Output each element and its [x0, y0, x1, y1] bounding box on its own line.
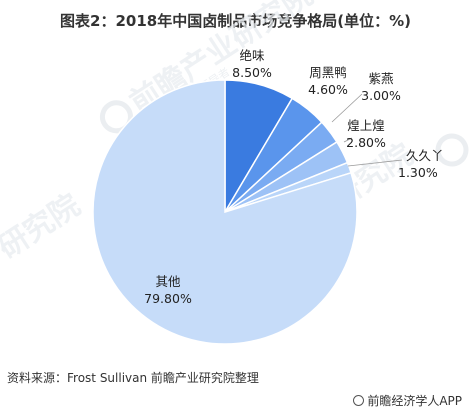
leader-line-3: [331, 93, 363, 123]
brand-footer: 前瞻经济学人APP: [353, 392, 462, 409]
brand-name: 前瞻经济学人APP: [367, 394, 462, 408]
source-note: 资料来源：Frost Sullivan 前瞻产业研究院整理: [7, 371, 259, 385]
slice-name-label: 煌上煌: [347, 118, 385, 133]
leader-lines: [331, 93, 403, 167]
pie-chart: 前瞻产业研究院 中国产业咨询领导者 前瞻产业研究院 中国产业咨询领导者 研究院 …: [0, 0, 469, 345]
slice-value-label: 4.60%: [308, 82, 348, 97]
watermark-logo: [435, 133, 469, 167]
slice-value-label: 8.50%: [232, 65, 272, 80]
brand-logo-icon: [353, 395, 365, 406]
watermark-text: 研究院: [0, 188, 87, 266]
slice-name-label: 紫燕: [368, 71, 393, 86]
slice-name-label: 久久丫: [406, 148, 444, 163]
slice-value-label: 79.80%: [144, 291, 192, 306]
slice-labels: 绝味 8.50% 周黑鸭 4.60% 紫燕 3.00% 煌上煌 2.80% 久久丫 1.30% 其他…: [144, 48, 443, 306]
leader-line-4: [343, 137, 353, 143]
pie-slice-6: [92, 79, 358, 345]
slice-value-label: 3.00%: [361, 88, 401, 103]
leader-line-5: [347, 159, 403, 167]
slice-name-label: 周黑鸭: [309, 65, 347, 80]
slice-name-label: 绝味: [239, 48, 265, 63]
chart-title: 图表2：2018年中国卤制品市场竞争格局(单位：%): [60, 12, 411, 30]
slice-value-label: 1.30%: [398, 165, 438, 180]
slice-name-label: 其他: [155, 274, 181, 289]
slice-value-label: 2.80%: [346, 135, 386, 150]
pie-slices: [92, 79, 358, 345]
